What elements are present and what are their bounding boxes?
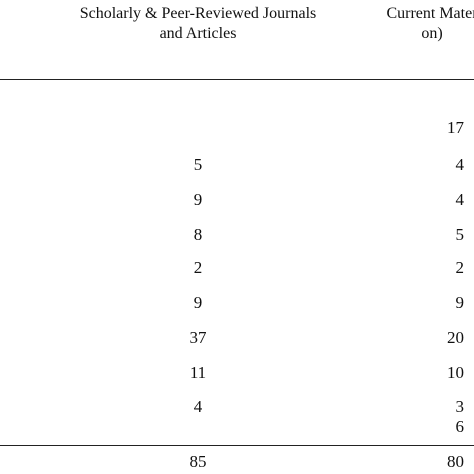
table-cell: 37	[189, 328, 207, 347]
table-cell: 5	[193, 155, 203, 174]
column-header-line: Current Mater	[386, 5, 474, 22]
table-cell: 9	[455, 293, 465, 312]
table-cell	[170, 118, 226, 138]
table-cell: 5	[455, 225, 465, 244]
column-header-line: Scholarly & Peer-Reviewed Journals	[79, 5, 317, 22]
table-cell: 20	[447, 328, 464, 347]
column-header-current-materials: Current Mater on)	[362, 4, 474, 44]
header-divider-rule	[0, 79, 474, 80]
table-cell: 17	[447, 118, 464, 137]
table-cell: 9	[193, 190, 203, 209]
table-cell: 6	[455, 417, 465, 436]
column-header-line: and Articles	[159, 25, 237, 42]
table-cell: 3	[455, 397, 465, 416]
total-cell: 80	[447, 452, 464, 471]
table-cell: 2	[455, 258, 465, 277]
table-cell: 4	[193, 397, 203, 416]
table-cell: 10	[447, 363, 464, 382]
table-cell: 2	[193, 258, 203, 277]
table-cell	[170, 417, 226, 437]
totals-divider-rule	[0, 445, 474, 446]
table-cell: 8	[193, 225, 203, 244]
table-cell: 4	[455, 190, 465, 209]
table-cell: 11	[189, 363, 207, 382]
column-header-scholarly-journals: Scholarly & Peer-Reviewed Journals and A…	[60, 4, 336, 44]
table-cell: 4	[455, 155, 465, 174]
table-cell: 9	[193, 293, 203, 312]
total-cell: 85	[189, 452, 207, 471]
column-header-line: on)	[421, 25, 443, 42]
